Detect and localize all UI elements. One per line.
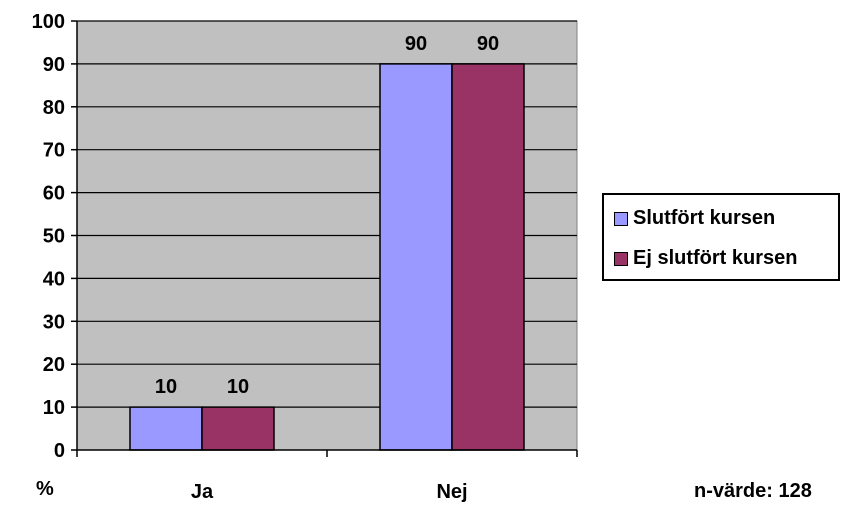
y-tick-label: 60 [43,183,65,205]
y-tick-label: 0 [54,440,65,462]
x-tick-label: Ja [191,481,214,503]
legend-swatch-slutfort [614,211,628,226]
x-tick-labels: Ja Nej [191,481,468,503]
data-label: 90 [405,33,427,55]
legend-label-slutfort: Slutfört kursen [633,207,776,229]
y-tick-labels: 0 10 20 30 40 50 60 70 80 90 100 [32,11,65,462]
y-tick-label: 70 [43,140,65,162]
legend: Slutfört kursen Ej slutfört kursen [602,193,840,281]
data-labels: 10 10 90 90 [155,33,499,398]
data-label: 10 [155,376,177,398]
legend-item-ej-slutfort: Ej slutfört kursen [614,247,797,270]
y-tick-label: 30 [43,311,65,333]
x-tick-label: Nej [436,481,467,503]
legend-swatch-ej-slutfort [614,251,628,266]
y-tick-label: 40 [43,268,65,290]
bar-nej-series-1 [451,63,525,451]
y-axis-label: % [36,478,54,500]
y-tick-label: 80 [43,97,65,119]
data-label: 10 [227,376,249,398]
y-tick-label: 20 [43,354,65,376]
data-label: 90 [477,33,499,55]
legend-item-slutfort: Slutfört kursen [614,207,775,230]
y-tick-label: 100 [32,11,65,33]
axes [71,20,578,457]
legend-label-ej-slutfort: Ej slutfört kursen [633,247,798,269]
bar-ja-series-1 [201,406,275,451]
bar-nej-series-0 [379,63,453,451]
n-value-annotation: n-värde: 128 [694,480,812,502]
y-tick-label: 10 [43,397,65,419]
bar-ja-series-0 [129,406,203,451]
y-tick-label: 90 [43,54,65,76]
y-tick-label: 50 [43,226,65,248]
